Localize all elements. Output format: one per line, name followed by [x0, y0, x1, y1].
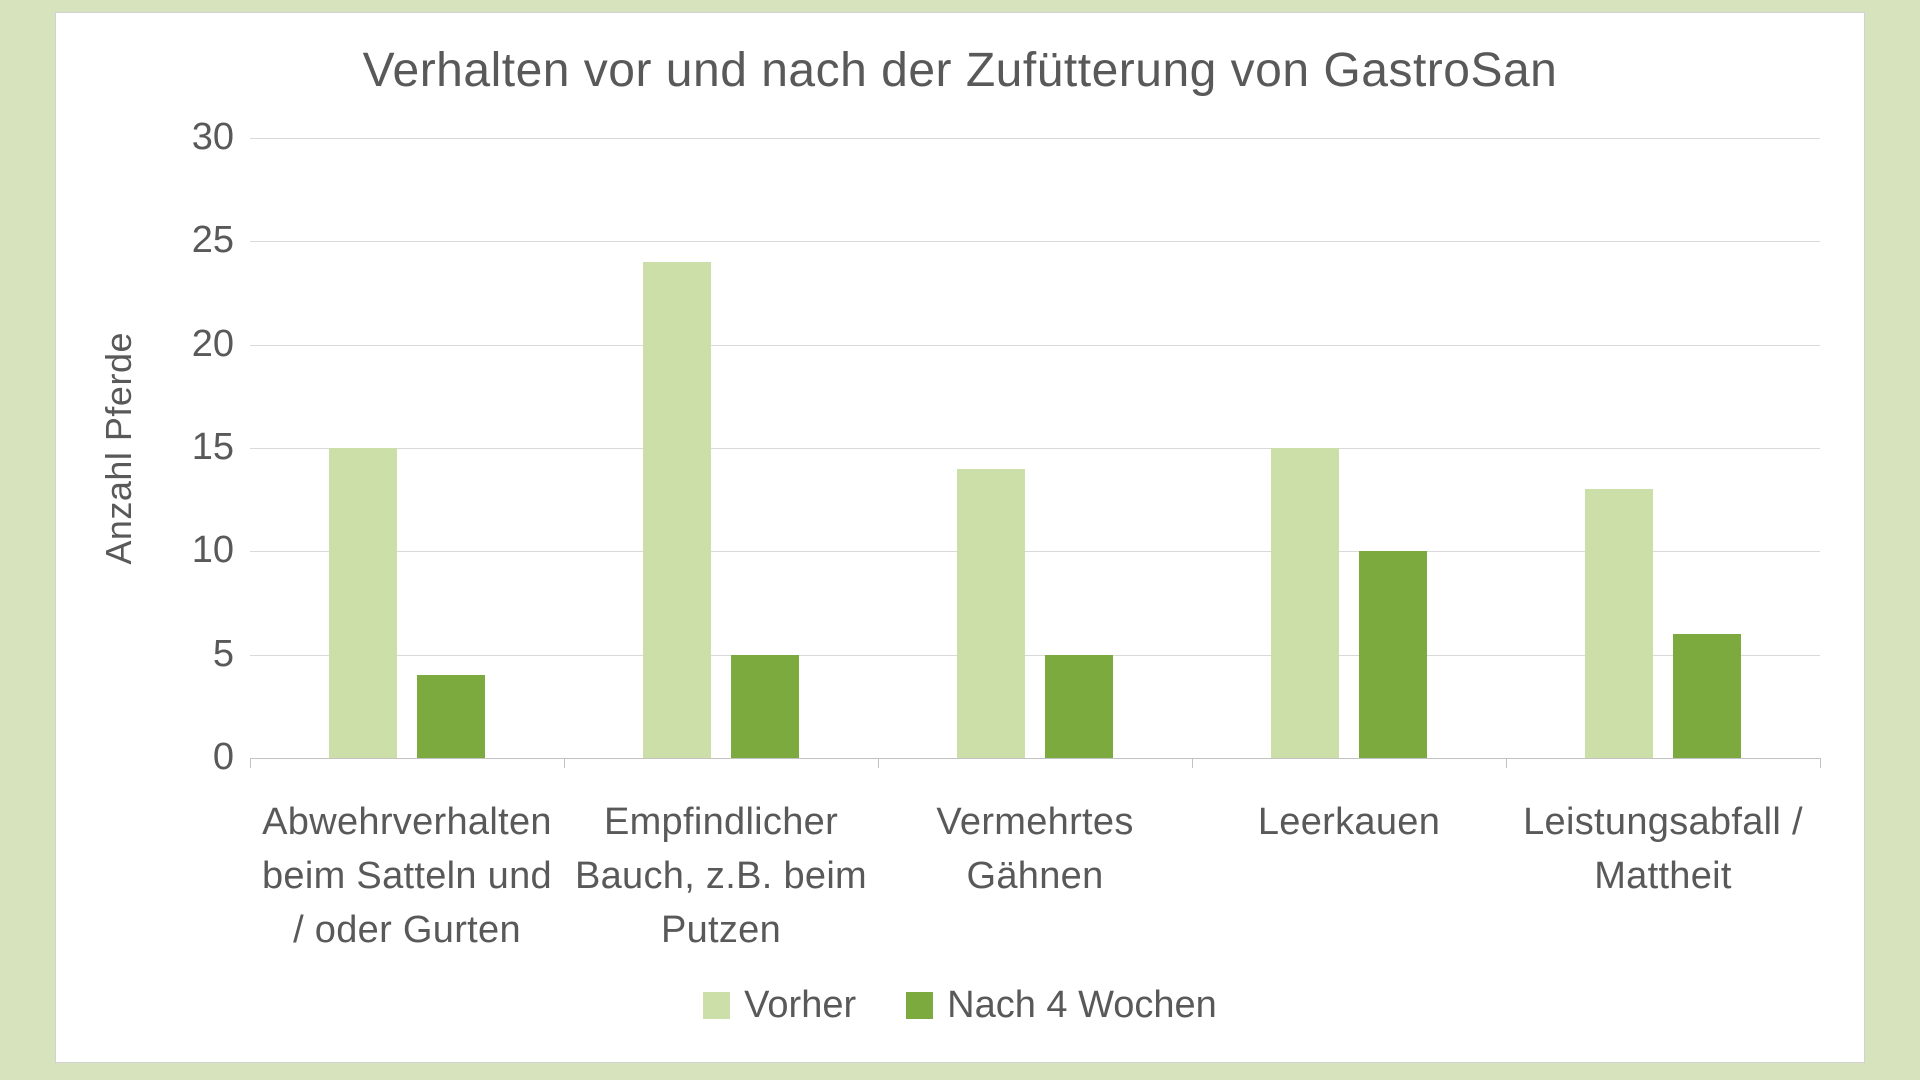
category-label-line: Putzen [660, 908, 782, 951]
legend: Vorher Nach 4 Wochen [56, 984, 1864, 1027]
bar-group-empfindlicher-bauch-z-b-beim-putzen [564, 138, 878, 758]
x-axis-tick [1820, 758, 1821, 768]
bar-nach-4-wochen-leistungsabfall-mattheit [1673, 634, 1741, 758]
bar-group-leerkauen [1192, 138, 1506, 758]
x-axis-tick [1506, 758, 1507, 768]
legend-item-vorher: Vorher [703, 984, 856, 1027]
y-tick-label-25: 25 [191, 219, 234, 262]
category-label-line: Gähnen [966, 854, 1104, 897]
gridline-20 [250, 344, 1820, 346]
category-label-leistungsabfall-mattheit: Leistungsabfall / Mattheit [1506, 796, 1820, 958]
category-label-line: Abwehrverhalten [262, 801, 552, 843]
legend-label-vorher: Vorher [744, 983, 857, 1026]
legend-swatch-nach-4-wochen [906, 991, 934, 1019]
bar-vorher-abwehrverhalten-beim-satteln-und-oder-gurten [329, 448, 397, 758]
bar-nach-4-wochen-abwehrverhalten-beim-satteln-und-oder-gurten [417, 675, 485, 758]
bar-nach-4-wochen-empfindlicher-bauch-z-b-beim-putzen [731, 654, 799, 758]
bar-group-leistungsabfall-mattheit [1506, 138, 1820, 758]
bar-nach-4-wochen-leerkauen [1359, 551, 1427, 758]
category-label-line: beim Satteln und [262, 854, 552, 897]
category-label-line: Mattheit [1594, 854, 1732, 897]
x-axis-tick [878, 758, 879, 768]
category-label-line: Vermehrtes [936, 801, 1134, 843]
gridline-25 [250, 241, 1820, 243]
y-tick-label-20: 20 [191, 322, 234, 365]
gridline-15 [250, 448, 1820, 449]
bar-vorher-leerkauen [1271, 448, 1339, 758]
gridline-30 [250, 138, 1820, 139]
bar-vorher-vermehrtes-gähnen [957, 468, 1025, 758]
y-tick-label-10: 10 [191, 529, 234, 572]
chart-area: Anzahl Pferde 0 5 10 15 20 25 30 Abwehrverhalt… [56, 118, 1821, 958]
x-axis-tick [250, 758, 251, 768]
category-label-vermehrtes-gähnen: Vermehrtes Gähnen [878, 796, 1192, 958]
y-axis-title-cell: Anzahl Pferde [56, 138, 182, 758]
y-tick-label-15: 15 [191, 426, 234, 469]
category-label-line: Leerkauen [1257, 801, 1441, 843]
gridline-10 [250, 551, 1820, 553]
y-axis-title: Anzahl Pferde [98, 331, 139, 565]
category-label-abwehrverhalten-beim-satteln-und-oder-gurten: Abwehrverhalten beim Satteln und / oder Gu… [250, 796, 564, 958]
plot-area [250, 138, 1821, 768]
legend-swatch-vorher [703, 991, 731, 1019]
bar-vorher-empfindlicher-bauch-z-b-beim-putzen [643, 262, 711, 758]
gridline-5 [250, 654, 1820, 656]
y-tick-label-30: 30 [191, 116, 234, 159]
x-axis-tick [1192, 758, 1193, 768]
x-axis-labels: Abwehrverhalten beim Satteln und / oder Gu… [250, 796, 1820, 958]
legend-label-nach-4-wochen: Nach 4 Wochen [947, 983, 1217, 1026]
legend-item-nach-4-wochen: Nach 4 Wochen [906, 984, 1217, 1027]
y-tick-label-5: 5 [212, 632, 234, 675]
x-axis-tick [564, 758, 565, 768]
category-label-empfindlicher-bauch-z-b-beim-putzen: Empfindlicher Bauch, z.B. beim Putzen [564, 796, 878, 958]
category-label-line: Empfindlicher [603, 801, 839, 843]
y-tick-label-0: 0 [212, 736, 234, 779]
bar-vorher-leistungsabfall-mattheit [1585, 489, 1653, 758]
bar-group-abwehrverhalten-beim-satteln-und-oder-gurten [250, 138, 564, 758]
chart-title: Verhalten vor und nach der Zufütterung v… [362, 44, 1558, 97]
y-axis-ticks: 0 5 10 15 20 25 30 [182, 118, 250, 776]
category-label-line: / oder Gurten [293, 908, 521, 951]
bar-group-vermehrtes-gähnen [878, 138, 1192, 758]
bar-nach-4-wochen-vermehrtes-gähnen [1045, 654, 1113, 758]
category-label-line: Leistungsabfall / [1523, 801, 1803, 843]
x-axis-line [250, 758, 1820, 759]
category-label-leerkauen: Leerkauen [1192, 796, 1506, 958]
chart-panel: Verhalten vor und nach der Zufütterung v… [55, 12, 1865, 1063]
category-label-line: Bauch, z.B. beim [574, 854, 868, 897]
bar-groups [250, 138, 1820, 758]
